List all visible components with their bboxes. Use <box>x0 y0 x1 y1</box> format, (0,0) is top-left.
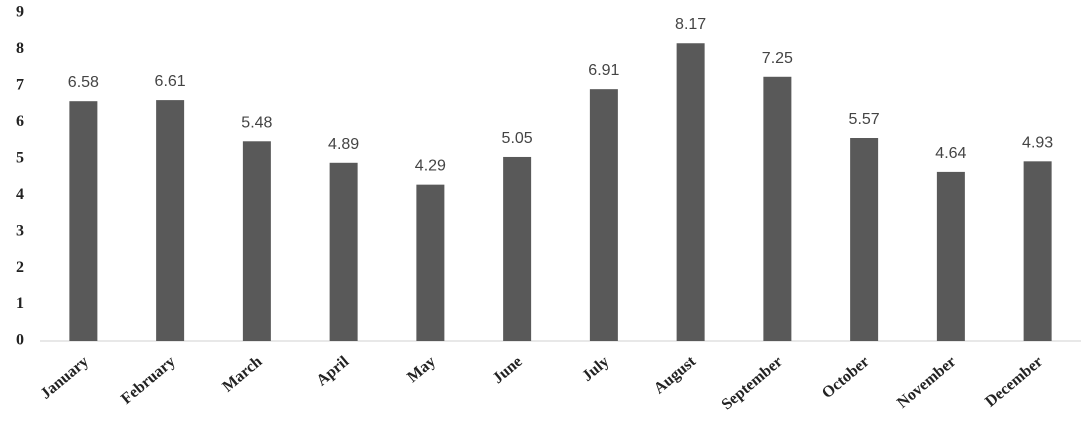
y-tick-label: 4 <box>16 186 24 203</box>
value-label: 6.61 <box>155 73 186 90</box>
value-label: 4.89 <box>328 136 359 153</box>
bar <box>242 141 271 341</box>
bar <box>329 162 358 341</box>
y-tick-label: 9 <box>16 4 24 21</box>
x-tick-label: October <box>819 353 873 402</box>
x-tick-label: December <box>982 353 1046 411</box>
y-tick-label: 5 <box>16 149 24 166</box>
y-tick-label: 1 <box>16 295 24 312</box>
value-label: 6.58 <box>68 74 99 91</box>
bar <box>156 100 185 341</box>
x-tick-label: August <box>651 353 700 398</box>
value-label: 5.57 <box>849 111 880 128</box>
x-tick-label: May <box>404 353 439 386</box>
bar <box>503 156 532 341</box>
value-label: 6.91 <box>588 62 619 79</box>
y-tick-label: 7 <box>16 77 24 94</box>
value-label: 5.05 <box>502 130 533 147</box>
x-tick-label: April <box>313 353 352 390</box>
y-tick-label: 6 <box>16 113 24 130</box>
x-tick-label: February <box>118 353 179 408</box>
value-label: 4.93 <box>1022 134 1053 151</box>
bar <box>936 171 965 341</box>
x-tick-label: July <box>579 353 612 385</box>
y-tick-label: 2 <box>16 259 24 276</box>
bar <box>416 184 445 341</box>
bar <box>850 138 879 341</box>
bar <box>69 101 98 341</box>
y-tick-label: 0 <box>16 332 24 349</box>
x-tick-label: March <box>219 353 265 396</box>
x-tick-label: November <box>894 353 959 412</box>
bar <box>676 43 705 341</box>
value-label: 4.64 <box>935 145 966 162</box>
value-label: 5.48 <box>241 114 272 131</box>
bar <box>1023 161 1052 341</box>
x-tick-label: June <box>490 353 526 387</box>
value-label: 8.17 <box>675 16 706 33</box>
y-tick-label: 8 <box>16 40 24 57</box>
y-tick-label: 3 <box>16 222 24 239</box>
x-tick-label: September <box>719 353 786 413</box>
value-label: 7.25 <box>762 50 793 67</box>
x-tick-label: January <box>37 353 92 403</box>
bar <box>763 76 792 342</box>
value-label: 4.29 <box>415 158 446 175</box>
bar <box>589 89 618 342</box>
